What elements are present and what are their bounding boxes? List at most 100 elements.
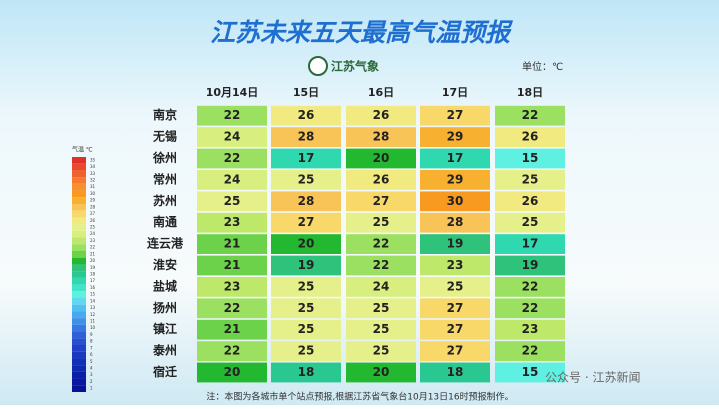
cell: [346, 191, 416, 212]
cell-value: 27: [298, 215, 315, 229]
legend-label: 29: [90, 198, 96, 203]
cell: [346, 341, 416, 361]
cell-value: 23: [224, 279, 241, 293]
cell-value: 17: [447, 151, 464, 165]
legend-swatch: [72, 385, 86, 392]
cell-value: 22: [522, 108, 539, 122]
legend-label: 10: [90, 325, 96, 330]
cell: [197, 191, 267, 212]
legend-swatch: [72, 217, 86, 225]
cell: [271, 298, 341, 319]
cell-value: 25: [373, 301, 390, 315]
cell-value: 24: [373, 279, 390, 293]
cell: [346, 234, 416, 254]
legend-label: 23: [90, 238, 96, 243]
city-label: 苏州: [153, 193, 177, 208]
cell-value: 27: [447, 344, 464, 358]
cell-value: 18: [298, 365, 315, 379]
column-header: 18日: [517, 86, 543, 99]
legend-label: 26: [90, 218, 96, 223]
legend-swatch: [72, 324, 86, 332]
legend-swatch: [72, 345, 86, 352]
cell: [420, 277, 490, 297]
legend-label: 1: [90, 386, 93, 391]
city-label: 连云港: [147, 236, 184, 251]
cell: [271, 319, 341, 340]
cell-value: 25: [373, 215, 390, 229]
cell-value: 23: [522, 322, 539, 336]
cell-value: 24: [224, 130, 241, 144]
legend-label: 13: [90, 305, 96, 310]
legend-swatch: [72, 251, 86, 258]
legend-swatch: [72, 237, 86, 245]
cell: [346, 298, 416, 319]
legend-swatch: [72, 230, 86, 238]
cell-value: 15: [522, 151, 539, 165]
cell-value: 25: [522, 215, 539, 229]
cell: [271, 234, 341, 254]
cell: [197, 255, 267, 276]
cell-value: 25: [298, 322, 315, 336]
legend-label: 11: [90, 319, 96, 324]
legend-swatch: [72, 331, 86, 339]
cell-value: 25: [373, 344, 390, 358]
cell-value: 24: [224, 172, 241, 186]
cell-value: 26: [373, 108, 390, 122]
cell-value: 25: [224, 194, 241, 208]
legend-swatch: [72, 284, 86, 292]
legend-swatch: [72, 183, 86, 191]
legend-swatch: [72, 264, 86, 272]
legend-swatch: [72, 371, 86, 379]
cell: [346, 255, 416, 276]
cell: [495, 298, 565, 319]
cell: [420, 341, 490, 361]
cell-value: 22: [522, 301, 539, 315]
cell-value: 15: [522, 365, 539, 379]
cell-value: 20: [373, 151, 390, 165]
cell: [271, 212, 341, 233]
legend-label: 6: [90, 352, 93, 357]
legend-label: 30: [90, 191, 96, 196]
legend-label: 18: [90, 272, 96, 277]
city-label: 镇江: [153, 321, 177, 336]
legend-label: 17: [90, 278, 96, 283]
cell-value: 25: [373, 322, 390, 336]
city-label: 南京: [153, 107, 177, 122]
legend-label: 15: [90, 292, 96, 297]
cell: [495, 148, 565, 169]
legend-label: 4: [90, 366, 93, 371]
cell-value: 28: [373, 130, 390, 144]
cell-value: 29: [447, 172, 464, 186]
cell: [420, 105, 490, 126]
cell: [495, 255, 565, 276]
legend-swatch: [72, 378, 86, 386]
column-header: 15日: [293, 86, 319, 99]
cell-value: 18: [447, 365, 464, 379]
legend-swatch: [72, 358, 86, 366]
cell: [271, 127, 341, 147]
cell-value: 25: [522, 172, 539, 186]
legend-label: 32: [90, 178, 96, 183]
cell: [420, 319, 490, 340]
cell-value: 22: [224, 151, 241, 165]
cell: [197, 277, 267, 297]
cell: [495, 362, 565, 383]
legend-label: 25: [90, 225, 96, 230]
cell-value: 22: [224, 301, 241, 315]
cell-value: 28: [298, 130, 315, 144]
legend-label: 31: [90, 184, 96, 189]
cell: [420, 255, 490, 276]
cell: [420, 127, 490, 147]
cell-value: 22: [373, 237, 390, 251]
cell: [197, 170, 267, 190]
cell-value: 22: [224, 344, 241, 358]
cell-value: 22: [522, 344, 539, 358]
cell: [271, 362, 341, 383]
legend-swatch: [72, 244, 86, 251]
unit: 单位：℃: [522, 60, 563, 73]
title: 江苏未来五天最高气温预报: [210, 18, 514, 47]
cell-value: 25: [298, 172, 315, 186]
legend-label: 16: [90, 285, 96, 290]
cell: [271, 341, 341, 361]
